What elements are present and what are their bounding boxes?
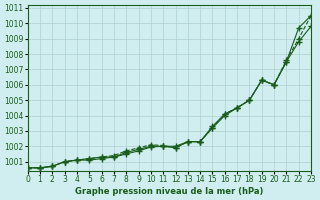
X-axis label: Graphe pression niveau de la mer (hPa): Graphe pression niveau de la mer (hPa) xyxy=(75,187,264,196)
